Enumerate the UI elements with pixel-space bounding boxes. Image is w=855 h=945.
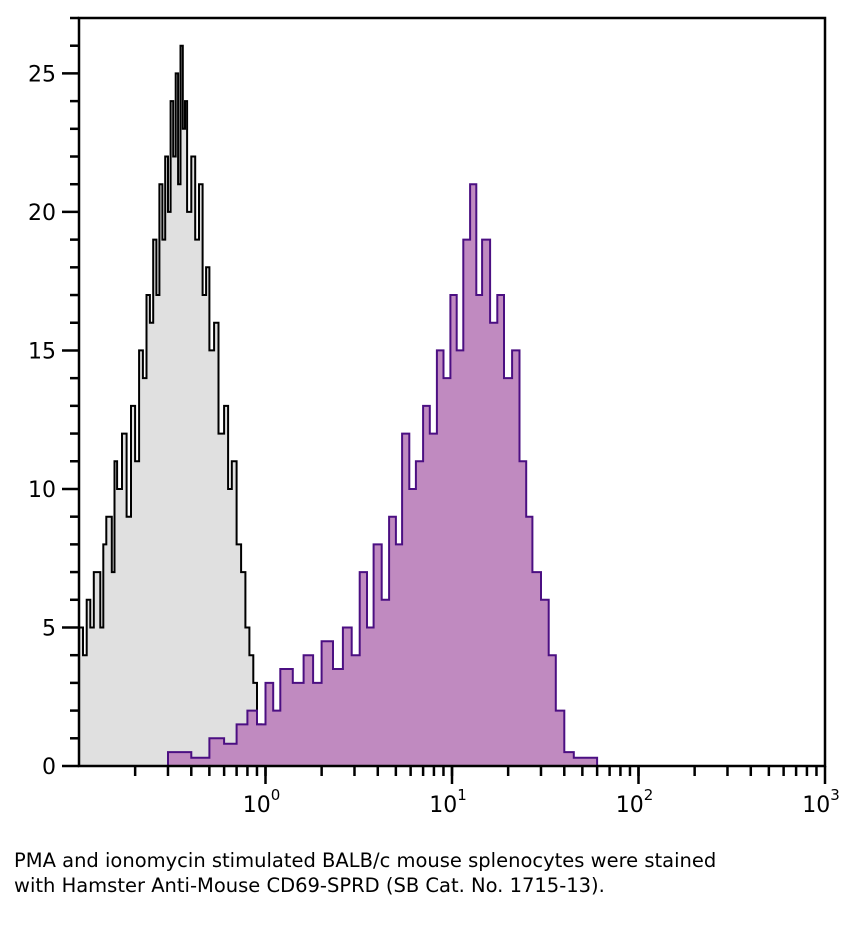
x-tick-exponent: 2	[644, 786, 654, 804]
x-tick-exponent: 0	[271, 786, 281, 804]
series-0-fill	[79, 45, 266, 766]
y-tick-label: 0	[42, 755, 56, 780]
y-tick-label: 15	[28, 339, 56, 364]
x-tick-exponent: 1	[457, 786, 467, 804]
series-1-fill	[135, 184, 598, 766]
x-tick-label: 102	[616, 786, 654, 818]
series-0-line	[79, 44, 267, 766]
x-tick-label: 103	[802, 786, 840, 818]
series-1-line	[135, 183, 599, 767]
y-tick-label: 25	[28, 62, 56, 87]
series-layer	[79, 44, 599, 767]
figure-caption: PMA and ionomycin stimulated BALB/c mous…	[14, 849, 717, 897]
y-tick-label: 5	[42, 616, 56, 641]
y-tick-label: 10	[28, 478, 56, 503]
x-tick-label: 101	[429, 786, 467, 818]
x-tick-label: 100	[243, 786, 281, 818]
y-tick-label: 20	[28, 201, 56, 226]
x-tick-exponent: 3	[830, 786, 840, 804]
